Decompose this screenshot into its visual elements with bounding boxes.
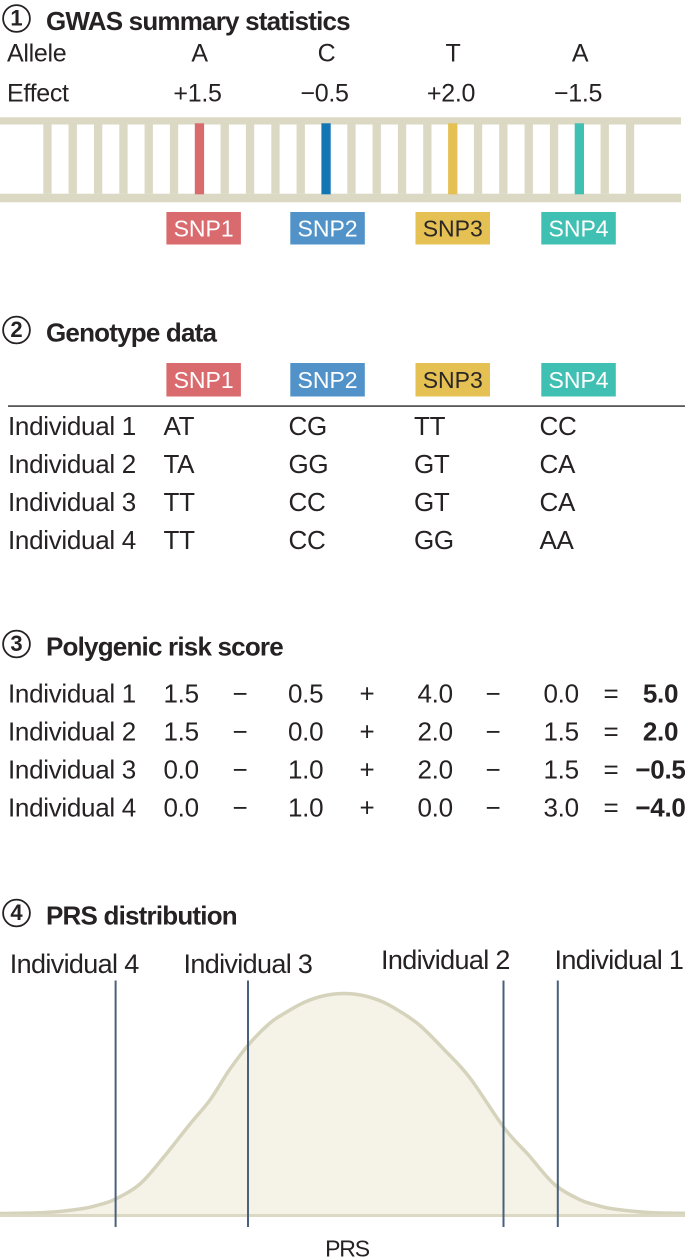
svg-text:Individual 3: Individual 3 xyxy=(184,949,313,979)
svg-text:−: − xyxy=(233,755,248,785)
svg-text:TT: TT xyxy=(164,487,196,517)
svg-text:CG: CG xyxy=(289,411,327,441)
svg-text:−0.5: −0.5 xyxy=(300,80,348,108)
svg-text:TA: TA xyxy=(164,449,196,479)
svg-text:AA: AA xyxy=(540,525,575,555)
svg-text:4.0: 4.0 xyxy=(418,679,453,709)
svg-text:+: + xyxy=(360,717,375,747)
svg-text:−1.5: −1.5 xyxy=(554,80,602,108)
svg-text:PRS distribution: PRS distribution xyxy=(46,901,237,931)
svg-text:GT: GT xyxy=(414,487,450,517)
svg-text:+2.0: +2.0 xyxy=(427,80,475,108)
svg-text:2.0: 2.0 xyxy=(418,717,453,747)
svg-text:Individual 2: Individual 2 xyxy=(381,945,510,975)
svg-text:Polygenic risk score: Polygenic risk score xyxy=(46,632,283,662)
svg-text:1.5: 1.5 xyxy=(544,717,579,747)
svg-text:−: − xyxy=(233,793,248,823)
svg-text:Individual 1: Individual 1 xyxy=(8,679,136,709)
svg-text:3: 3 xyxy=(10,631,22,656)
svg-text:SNP4: SNP4 xyxy=(549,216,609,242)
svg-text:CC: CC xyxy=(289,525,326,555)
svg-text:GG: GG xyxy=(414,525,454,555)
svg-text:Individual 3: Individual 3 xyxy=(8,487,136,517)
svg-text:4: 4 xyxy=(10,900,23,925)
svg-text:2.0: 2.0 xyxy=(643,717,678,747)
svg-text:Individual 4: Individual 4 xyxy=(8,525,136,555)
svg-text:0.0: 0.0 xyxy=(418,793,453,823)
svg-text:SNP3: SNP3 xyxy=(423,367,483,393)
svg-text:Individual 2: Individual 2 xyxy=(8,449,136,479)
svg-text:SNP2: SNP2 xyxy=(298,216,358,242)
svg-text:SNP2: SNP2 xyxy=(298,367,358,393)
svg-text:0.0: 0.0 xyxy=(164,793,199,823)
svg-text:GT: GT xyxy=(414,449,450,479)
svg-text:2: 2 xyxy=(10,317,22,342)
svg-text:+: + xyxy=(360,793,375,823)
svg-text:+: + xyxy=(360,679,375,709)
svg-text:−: − xyxy=(233,679,248,709)
svg-text:+: + xyxy=(360,755,375,785)
svg-text:CA: CA xyxy=(540,487,576,517)
svg-text:=: = xyxy=(604,679,619,709)
svg-text:=: = xyxy=(604,755,619,785)
svg-text:1.5: 1.5 xyxy=(544,755,579,785)
svg-text:0.5: 0.5 xyxy=(288,679,323,709)
svg-text:2.0: 2.0 xyxy=(418,755,453,785)
svg-text:GWAS summary statistics: GWAS summary statistics xyxy=(46,6,350,36)
svg-text:Effect: Effect xyxy=(7,80,69,108)
svg-text:SNP3: SNP3 xyxy=(423,216,483,242)
svg-text:PRS: PRS xyxy=(325,1236,370,1260)
svg-text:CA: CA xyxy=(540,449,576,479)
svg-text:Individual 4: Individual 4 xyxy=(10,949,139,979)
svg-text:Individual 4: Individual 4 xyxy=(8,793,136,823)
svg-text:−: − xyxy=(486,755,501,785)
svg-text:Genotype data: Genotype data xyxy=(46,318,218,348)
svg-text:1.0: 1.0 xyxy=(288,755,323,785)
svg-text:0.0: 0.0 xyxy=(544,679,579,709)
svg-text:SNP1: SNP1 xyxy=(174,216,234,242)
svg-text:CC: CC xyxy=(540,411,577,441)
svg-text:=: = xyxy=(604,793,619,823)
svg-text:SNP1: SNP1 xyxy=(174,367,234,393)
svg-text:−: − xyxy=(486,679,501,709)
svg-text:−0.5: −0.5 xyxy=(635,755,685,785)
svg-text:=: = xyxy=(604,717,619,747)
svg-text:Individual 1: Individual 1 xyxy=(555,945,684,975)
svg-text:SNP4: SNP4 xyxy=(549,367,609,393)
svg-text:A: A xyxy=(191,40,208,68)
svg-text:A: A xyxy=(572,40,589,68)
svg-text:+1.5: +1.5 xyxy=(173,80,221,108)
svg-text:1.0: 1.0 xyxy=(288,793,323,823)
svg-text:0.0: 0.0 xyxy=(164,755,199,785)
svg-text:TT: TT xyxy=(414,411,446,441)
svg-text:3.0: 3.0 xyxy=(544,793,579,823)
svg-text:1.5: 1.5 xyxy=(164,717,199,747)
svg-text:C: C xyxy=(318,40,336,68)
svg-text:5.0: 5.0 xyxy=(643,679,678,709)
svg-text:Individual 2: Individual 2 xyxy=(8,717,136,747)
svg-text:AT: AT xyxy=(164,411,195,441)
svg-text:0.0: 0.0 xyxy=(288,717,323,747)
svg-text:1.5: 1.5 xyxy=(164,679,199,709)
svg-text:1: 1 xyxy=(10,5,22,30)
svg-text:Individual 3: Individual 3 xyxy=(8,755,136,785)
svg-text:−: − xyxy=(486,793,501,823)
svg-text:TT: TT xyxy=(164,525,196,555)
svg-text:−: − xyxy=(486,717,501,747)
svg-text:T: T xyxy=(446,40,461,68)
svg-text:Allele: Allele xyxy=(7,40,66,68)
svg-text:GG: GG xyxy=(289,449,329,479)
svg-text:−: − xyxy=(233,717,248,747)
svg-text:−4.0: −4.0 xyxy=(635,793,685,823)
svg-text:CC: CC xyxy=(289,487,326,517)
svg-text:Individual 1: Individual 1 xyxy=(8,411,136,441)
